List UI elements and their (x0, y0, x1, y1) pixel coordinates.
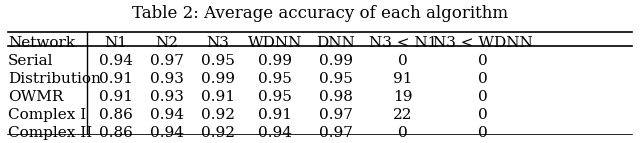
Text: 0.93: 0.93 (150, 72, 184, 86)
Text: 0.99: 0.99 (201, 72, 235, 86)
Text: 0.97: 0.97 (319, 126, 353, 140)
Text: N3 < WDNN: N3 < WDNN (433, 36, 532, 50)
Text: Network: Network (8, 36, 75, 50)
Text: 0.99: 0.99 (259, 54, 292, 68)
Text: 0.93: 0.93 (150, 90, 184, 104)
Text: 0.95: 0.95 (259, 90, 292, 104)
Text: 0.92: 0.92 (201, 108, 235, 122)
Text: 0.98: 0.98 (319, 90, 353, 104)
Text: 0: 0 (477, 90, 488, 104)
Text: Serial: Serial (8, 54, 53, 68)
Text: Table 2: Average accuracy of each algorithm: Table 2: Average accuracy of each algori… (132, 5, 508, 22)
Text: 0.92: 0.92 (201, 126, 235, 140)
Text: 0: 0 (477, 126, 488, 140)
Text: 0.91: 0.91 (201, 90, 235, 104)
Text: 0.95: 0.95 (259, 72, 292, 86)
Text: 0.94: 0.94 (259, 126, 292, 140)
Text: 0.97: 0.97 (319, 108, 353, 122)
Text: 19: 19 (393, 90, 413, 104)
Text: 0.95: 0.95 (201, 54, 235, 68)
Text: N3 < N1: N3 < N1 (369, 36, 437, 50)
Text: 0.97: 0.97 (150, 54, 184, 68)
Text: 0.91: 0.91 (99, 90, 133, 104)
Text: 0.94: 0.94 (150, 126, 184, 140)
Text: 0: 0 (398, 54, 408, 68)
Text: 0.94: 0.94 (99, 54, 133, 68)
Text: 0.91: 0.91 (259, 108, 292, 122)
Text: 0.99: 0.99 (319, 54, 353, 68)
Text: 0: 0 (477, 72, 488, 86)
Text: 0: 0 (477, 108, 488, 122)
Text: Complex II: Complex II (8, 126, 92, 140)
Text: 0.95: 0.95 (319, 72, 353, 86)
Text: WDNN: WDNN (248, 36, 303, 50)
Text: N3: N3 (207, 36, 230, 50)
Text: DNN: DNN (317, 36, 355, 50)
Text: Distribution: Distribution (8, 72, 100, 86)
Text: 0: 0 (398, 126, 408, 140)
Text: 0.94: 0.94 (150, 108, 184, 122)
Text: N2: N2 (156, 36, 179, 50)
Text: 0: 0 (477, 54, 488, 68)
Text: 22: 22 (393, 108, 413, 122)
Text: OWMR: OWMR (8, 90, 63, 104)
Text: 0.91: 0.91 (99, 72, 133, 86)
Text: 0.86: 0.86 (99, 108, 133, 122)
Text: 91: 91 (393, 72, 413, 86)
Text: 0.86: 0.86 (99, 126, 133, 140)
Text: N1: N1 (104, 36, 127, 50)
Text: Complex I: Complex I (8, 108, 86, 122)
